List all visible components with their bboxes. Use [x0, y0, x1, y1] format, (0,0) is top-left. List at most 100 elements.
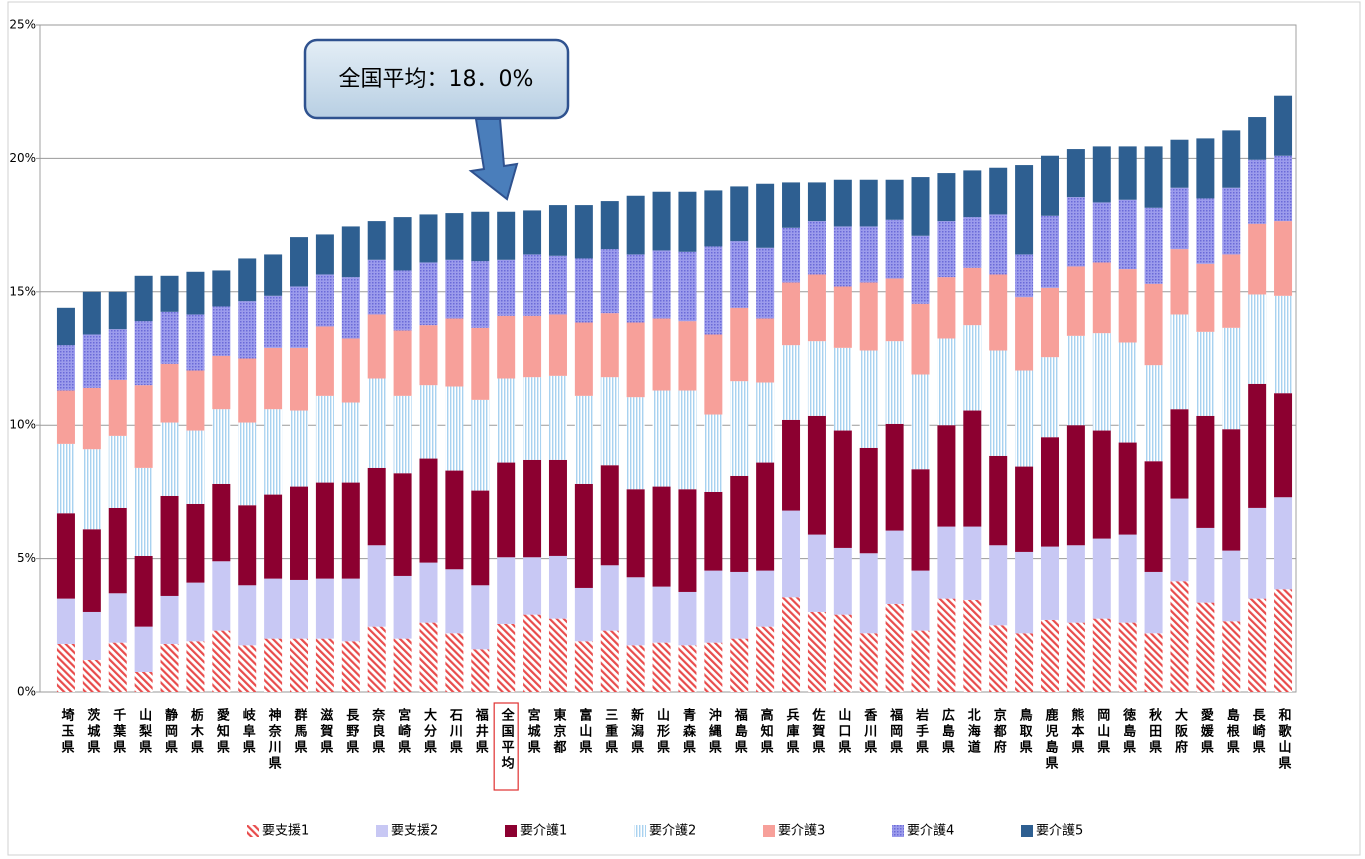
bar-segment: [1248, 223, 1267, 295]
callout-box: [303, 38, 570, 120]
bar-segment: [82, 659, 101, 692]
bar-segment: [963, 599, 982, 692]
bar-segment: [1092, 146, 1111, 203]
bar-segment: [704, 414, 723, 492]
bar-segment: [1196, 198, 1215, 264]
bar-segment: [1248, 383, 1267, 508]
bar-segment: [1248, 507, 1267, 599]
x-tick-label: 徳島県: [1120, 707, 1137, 756]
bar-segment: [626, 322, 645, 398]
bar-segment: [652, 586, 671, 643]
bar-segment: [212, 561, 231, 631]
y-tick-label: 25%: [9, 18, 36, 32]
bar-segment: [1040, 546, 1059, 620]
bar-segment: [523, 315, 542, 378]
bar-segment: [600, 465, 619, 566]
x-tick-label: 岐阜県: [240, 707, 256, 756]
bar-segment: [1144, 365, 1163, 462]
legend-label: 要介護4: [907, 823, 954, 839]
bar-segment: [419, 622, 438, 692]
bar-segment: [471, 399, 490, 491]
bar-segment: [704, 570, 723, 643]
x-tick-label: 広島県: [939, 707, 955, 756]
bar-segment: [1170, 314, 1189, 410]
bar-segment: [1144, 207, 1163, 284]
bar-segment: [782, 597, 801, 692]
bar-segment: [471, 327, 490, 400]
bar-segment: [963, 410, 982, 527]
bar-segment: [937, 221, 956, 278]
bar-segment: [548, 255, 567, 315]
bar-segment: [1274, 155, 1293, 222]
bar-segment: [911, 374, 930, 470]
x-tick-label: 佐賀県: [809, 707, 826, 756]
bar-segment: [160, 363, 179, 423]
bar-segment: [1118, 199, 1137, 270]
bar-segment: [341, 338, 360, 403]
bar-segment: [1040, 155, 1059, 216]
bar-segment: [367, 259, 386, 315]
bar-segment: [885, 278, 904, 342]
bar-segment: [471, 490, 490, 586]
bar-segment: [548, 205, 567, 256]
x-tick-label: 滋賀県: [317, 707, 334, 756]
bar-segment: [1144, 283, 1163, 366]
bar-segment: [730, 241, 749, 308]
bar-segment: [807, 221, 826, 275]
bar-segment: [82, 387, 101, 450]
bar-segment: [1066, 266, 1085, 336]
bar-segment: [367, 545, 386, 627]
bar-segment: [833, 347, 852, 431]
bar-segment: [497, 211, 516, 260]
bar-segment: [730, 475, 749, 572]
bar-segment: [108, 291, 127, 330]
legend-swatch: [892, 825, 904, 837]
bar-segment: [730, 307, 749, 382]
bar-segment: [833, 226, 852, 287]
bar-segment: [1092, 333, 1111, 431]
legend-label: 要介護5: [1036, 823, 1083, 839]
bar-segment: [393, 270, 412, 331]
bar-segment: [782, 510, 801, 598]
frame: [7, 1, 1361, 856]
x-tick-label: 鹿児島県: [1042, 707, 1059, 772]
bar-segment: [315, 638, 334, 692]
bar-segment: [1015, 297, 1034, 371]
bar-segment: [626, 489, 645, 578]
x-tick-label: 長野県: [343, 708, 359, 756]
legend-swatch: [247, 825, 259, 837]
bar-segment: [160, 275, 179, 312]
bar-segment: [1248, 598, 1267, 692]
bar-segment: [1196, 138, 1215, 199]
bar-segment: [652, 250, 671, 319]
bar-segment: [393, 575, 412, 639]
bar-segment: [1015, 633, 1034, 692]
x-tick-label: 岩手県: [913, 707, 930, 756]
x-tick-label: 福島県: [732, 707, 749, 756]
bar-segment: [341, 641, 360, 692]
bar-segment: [290, 237, 309, 287]
bar-segment: [937, 338, 956, 426]
bar-segment: [1274, 221, 1293, 296]
bar-segment: [626, 195, 645, 255]
bar-segment: [264, 578, 283, 639]
bar-segment: [56, 307, 75, 346]
bar-segment: [937, 173, 956, 222]
bar-segment: [1144, 461, 1163, 572]
bar-segment: [963, 170, 982, 218]
bar-segment: [445, 470, 464, 570]
bar-segment: [419, 214, 438, 263]
bar-segment: [238, 422, 257, 506]
bar-segment: [419, 458, 438, 563]
bar-segment: [471, 585, 490, 650]
bar-segment: [108, 642, 127, 692]
bar-segment: [1248, 294, 1267, 384]
x-tick-label: 愛媛県: [1198, 707, 1215, 756]
bar-segment: [367, 314, 386, 379]
bar-segment: [756, 462, 775, 571]
bar-segment: [678, 251, 697, 322]
bar-segment: [290, 579, 309, 639]
bar-segment: [160, 422, 179, 496]
bar-segment: [626, 254, 645, 323]
bar-segment: [134, 275, 153, 322]
